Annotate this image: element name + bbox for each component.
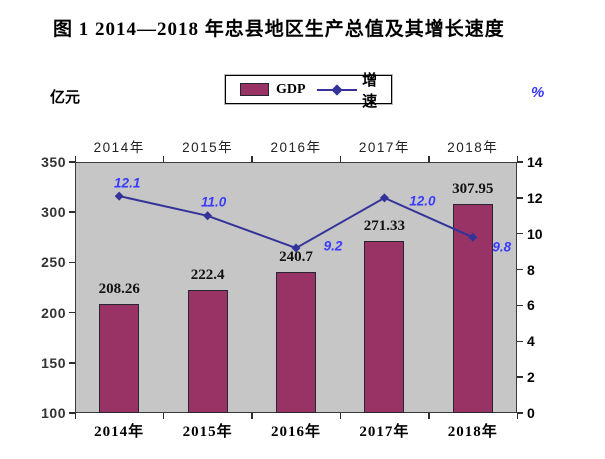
top-axis-label: 2014年 [93,140,145,155]
left-axis-tick-label: 100 [41,405,66,421]
legend: GDP 增速 [225,73,392,110]
right-axis-tick [517,376,523,378]
right-axis-tick [517,232,523,235]
right-axis-tick-label: 10 [527,225,543,242]
top-axis-label: 2017年 [358,140,410,155]
legend-diamond-marker-icon [330,83,343,96]
growth-point-marker [379,193,389,203]
gdp-bar-value-label: 307.95 [452,181,494,198]
top-axis-tick [339,156,342,162]
right-axis-tick-label: 2 [527,369,535,386]
bottom-axis-tick [339,413,342,419]
top-axis-tick [162,156,165,162]
gdp-bar [187,290,228,413]
right-axis-tick [517,268,523,271]
right-axis-tick-label: 6 [527,297,535,314]
left-axis-tick [69,161,75,163]
growth-point-marker [203,211,213,221]
growth-value-label: 12.1 [114,175,141,191]
left-axis-tick-label: 300 [41,204,66,221]
right-axis-tick-label: 8 [527,261,535,278]
left-axis-tick [69,412,75,414]
chart-title: 图 1 2014—2018 年忠县地区生产总值及其增长速度 [53,19,505,40]
gdp-bar [276,271,316,413]
left-axis-tick [69,261,75,264]
growth-line [118,195,474,250]
legend-gdp-label: GDP [275,81,306,97]
top-axis-label: 2015年 [182,140,234,155]
gdp-bar-value-label: 208.26 [98,281,140,298]
right-axis-tick [517,161,523,163]
right-axis-tick-label: 4 [527,333,535,350]
growth-point-marker [291,243,301,253]
bottom-axis-label: 2015年 [182,424,233,440]
gdp-bar-value-label: 222.4 [190,267,225,284]
gdp-bar [364,240,405,413]
gdp-bar-value-label: 240.7 [279,248,313,265]
right-axis-tick-label: 0 [527,405,535,421]
growth-line-layer [114,191,478,253]
top-axis-tick [251,156,253,162]
right-axis-tick [517,340,523,343]
top-axis-label: 2018年 [447,140,499,155]
bottom-axis-tick [428,413,430,419]
right-axis-tick-label: 14 [527,154,543,170]
left-axis-tick-label: 350 [41,154,66,170]
left-axis-tick [69,311,75,314]
top-axis-tick [428,156,430,162]
legend-gdp-swatch [240,83,269,96]
bottom-axis-label: 2014年 [94,424,145,440]
bottom-axis-label: 2017年 [359,424,410,440]
top-axis-tick [516,156,518,162]
bottom-axis-label: 2018年 [447,424,498,440]
growth-value-label: 9.2 [323,238,343,254]
right-axis-tick [517,412,523,414]
bottom-axis-tick [162,413,165,419]
right-axis-tick [517,304,523,307]
growth-value-label: 9.8 [492,239,512,255]
legend-growth-label: 增速 [362,72,378,110]
top-axis-tick [74,156,76,162]
top-axis-label: 2016年 [270,140,322,155]
right-axis-unit: % [531,84,545,101]
gdp-bar [99,304,140,413]
left-axis-tick [69,211,75,213]
growth-value-label: 12.0 [409,193,436,209]
left-axis-tick-label: 250 [41,254,66,271]
left-axis-tick-label: 200 [41,304,66,321]
left-axis-tick [69,362,75,364]
growth-point-marker [114,191,124,201]
right-axis-tick [517,197,523,199]
legend-growth-line-icon [316,83,357,96]
bottom-axis-label: 2016年 [270,424,322,440]
gdp-bar-value-label: 271.33 [363,217,406,234]
bottom-axis-tick [516,413,518,419]
growth-point-marker [468,232,478,242]
left-axis-tick-label: 150 [41,354,66,371]
bottom-axis-tick [251,413,253,419]
growth-value-label: 11.0 [200,194,227,210]
right-axis-tick-label: 12 [527,189,543,206]
bottom-axis-tick [74,413,76,419]
left-axis-unit: 亿元 [50,89,81,106]
